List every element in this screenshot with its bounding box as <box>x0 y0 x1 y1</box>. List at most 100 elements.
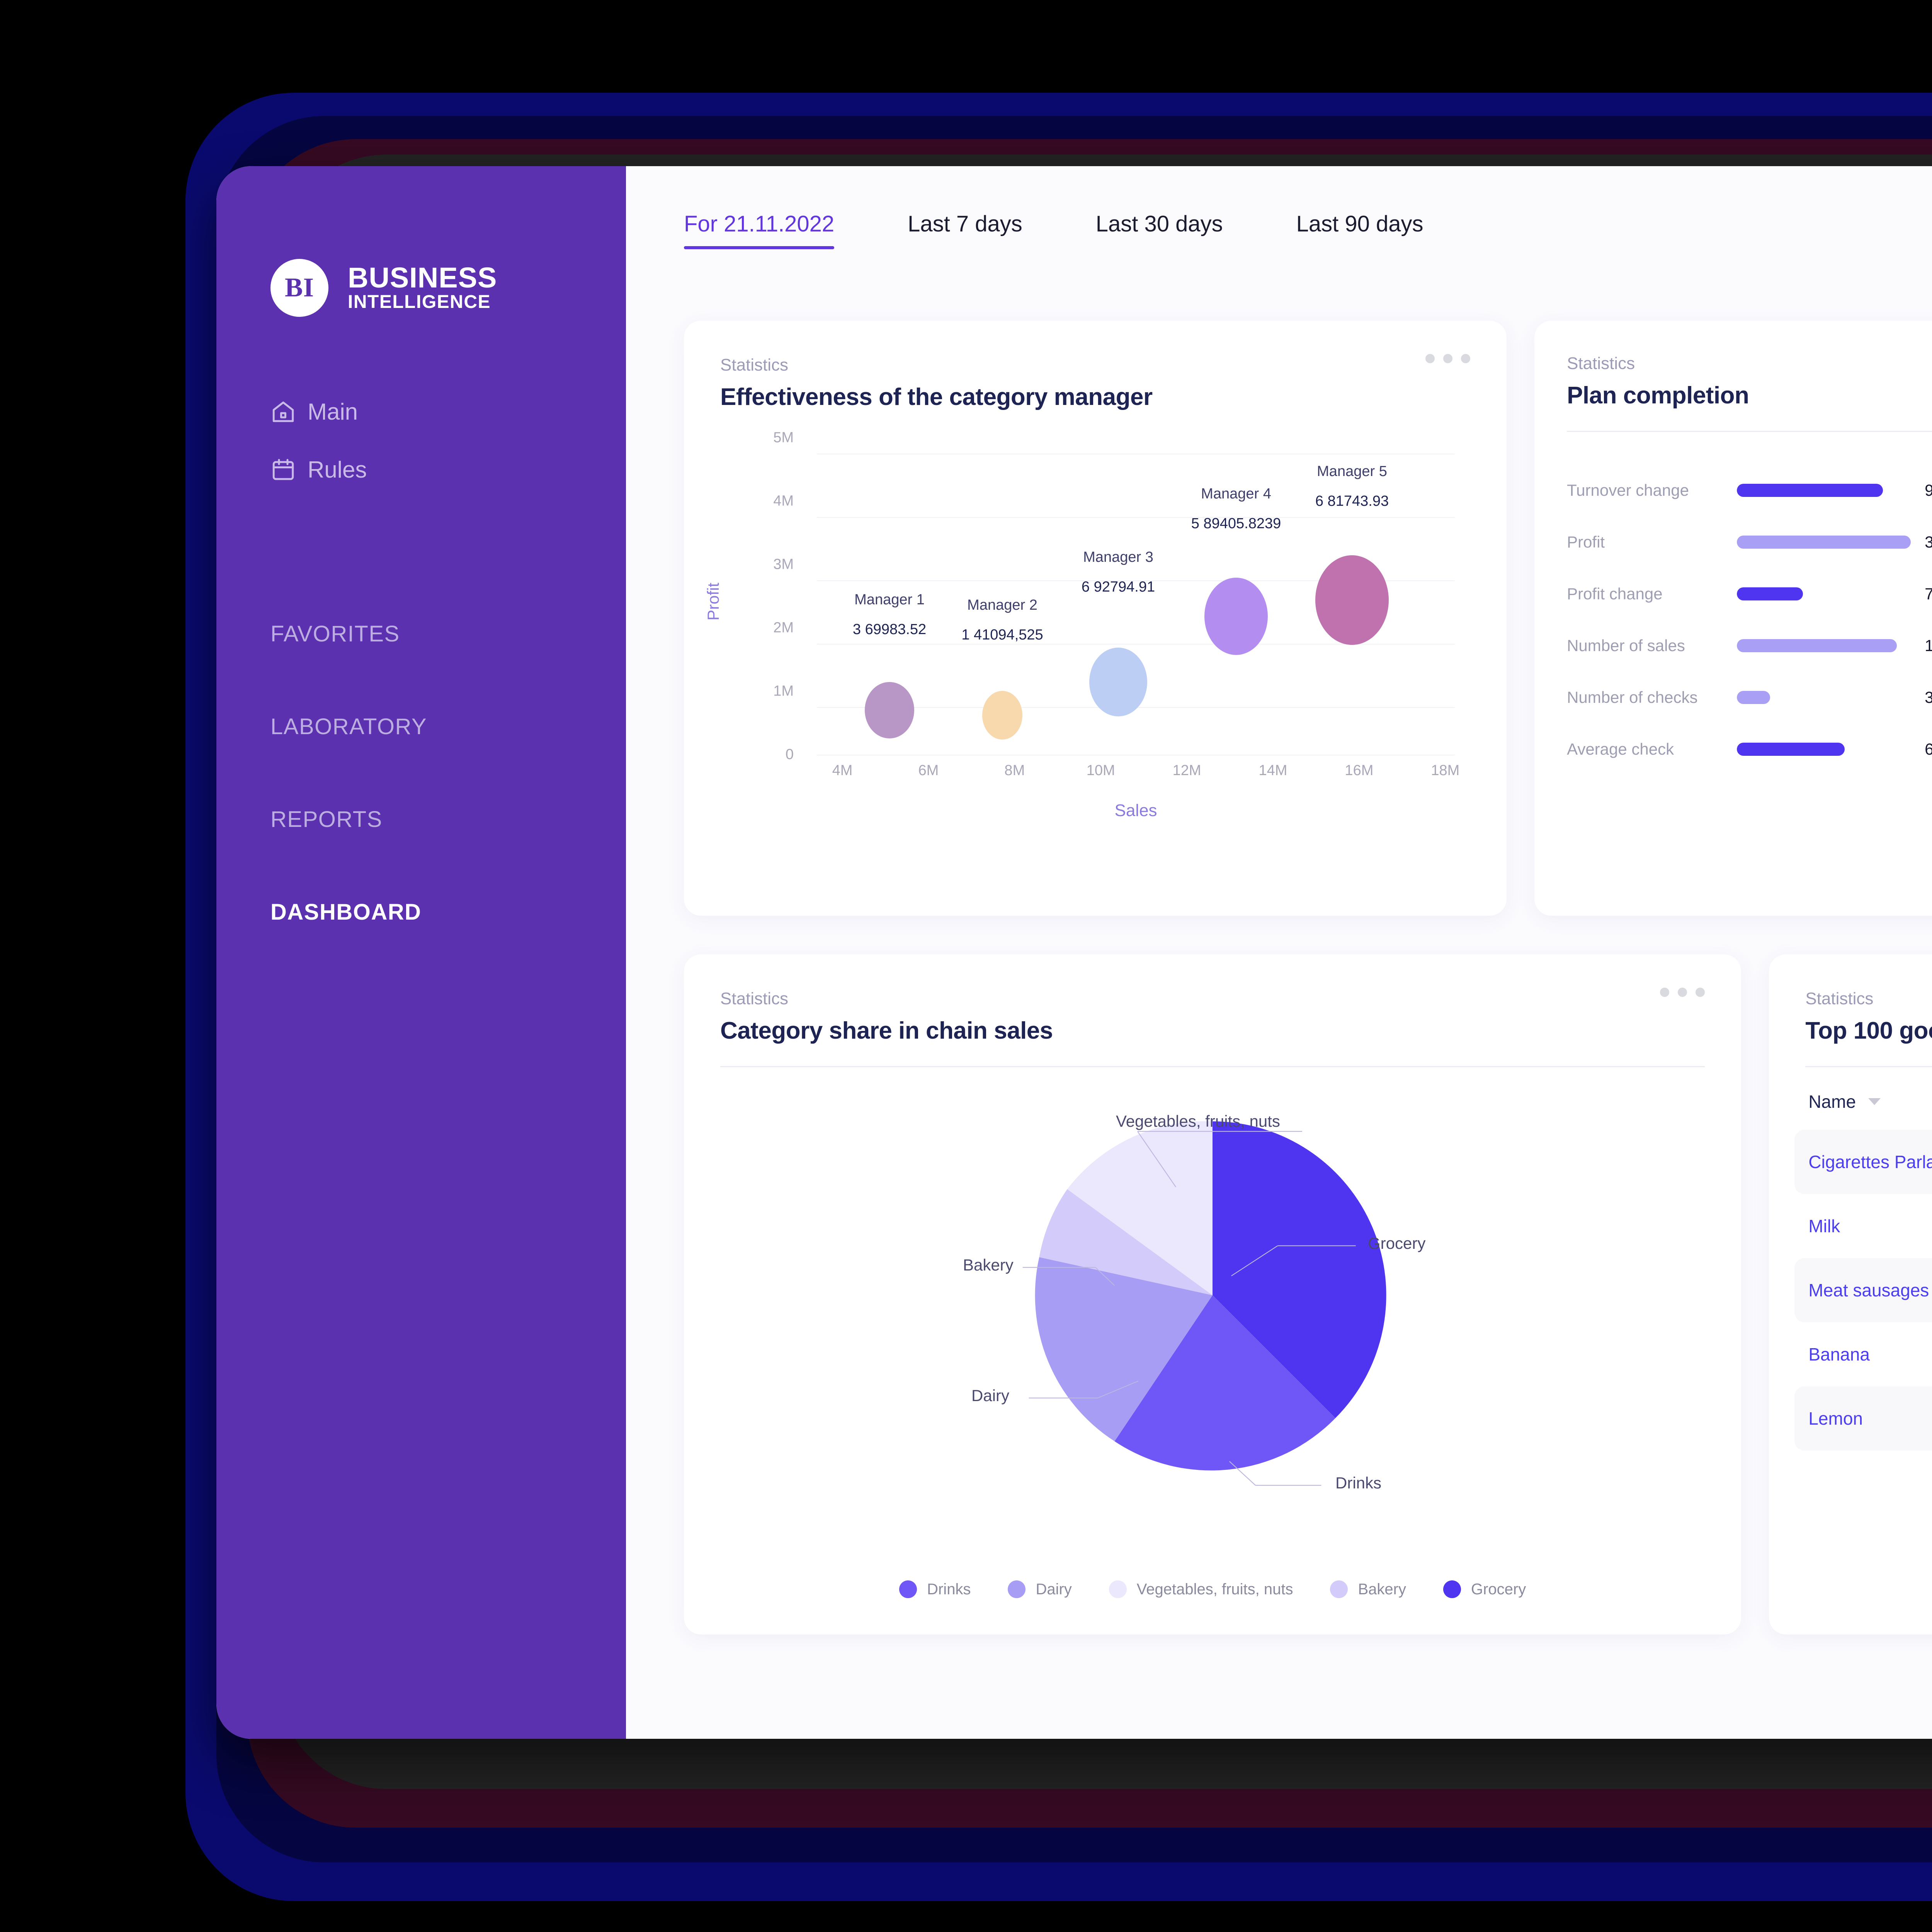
sidebar-item-main[interactable]: Main <box>216 383 626 440</box>
calendar-icon <box>270 457 308 482</box>
pie-slice-dairy[interactable] <box>1035 1257 1213 1442</box>
bar-value: 3 877,98 <box>1925 688 1932 706</box>
sort-caret-icon <box>1868 1098 1881 1105</box>
x-axis-label: Sales <box>1114 801 1157 820</box>
pie-label-dairy: Dairy <box>971 1386 1010 1405</box>
card-title: Effectiveness of the category manager <box>720 384 1153 410</box>
scatter-point-manager-3[interactable] <box>1089 648 1147 716</box>
cell-name[interactable]: Cigarettes Parlament <box>1808 1152 1932 1172</box>
legend-item-dairy[interactable]: Dairy <box>1008 1580 1072 1598</box>
date-range-tabs: For 21.11.2022 Last 7 days Last 30 days … <box>684 211 1497 249</box>
divider <box>1567 431 1932 432</box>
pie-label-vegetables: Vegetables, fruits, nuts <box>1116 1112 1280 1130</box>
plot-area: Manager 1 3 69983.52 Manager 2 1 41094,5… <box>817 438 1455 755</box>
bar-label: Profit <box>1567 533 1605 551</box>
legend-item-bakery[interactable]: Bakery <box>1330 1580 1406 1598</box>
pie-label-bakery: Bakery <box>963 1256 1014 1274</box>
sidebar-item-laboratory[interactable]: LABORATORY <box>270 714 427 739</box>
scatter-point-manager-4[interactable] <box>1204 578 1268 655</box>
bar-track <box>1737 536 1911 549</box>
scatter-point-manager-1[interactable] <box>865 682 914 738</box>
sidebar-item-favorites[interactable]: FAVORITES <box>270 621 400 646</box>
card-title: Top 100 goods in terms of turnover <box>1805 1017 1932 1044</box>
card-effectiveness: Statistics Effectiveness of the category… <box>684 321 1507 916</box>
cell-name[interactable]: Lemon <box>1808 1408 1863 1429</box>
app-window: BI BUSINESS INTELLIGENCE Main <box>216 166 1932 1739</box>
x-tick: 12M <box>1172 762 1201 779</box>
brand-title: BUSINESS <box>348 261 497 294</box>
card-eyebrow: Statistics <box>1567 354 1635 373</box>
x-tick: 18M <box>1431 762 1460 779</box>
column-header-name[interactable]: Name <box>1808 1091 1932 1112</box>
pie-label-grocery: Grocery <box>1368 1234 1426 1252</box>
tab-last-30-days[interactable]: Last 30 days <box>1095 211 1223 236</box>
bar-label: Profit change <box>1567 585 1663 603</box>
scatter-point-label: Manager 5 6 81743.93 <box>1315 463 1389 509</box>
bar-chart: Turnover change 96 273,65 Profit 323 937… <box>1567 464 1932 775</box>
card-category-share: Statistics Category share in chain sales <box>684 954 1742 1634</box>
brand-logo: BI BUSINESS INTELLIGENCE <box>216 259 626 317</box>
scatter-chart: 5M 4M 3M 2M 1M 0 Profit <box>704 430 1470 828</box>
x-tick: 6M <box>918 762 939 779</box>
legend-item-drinks[interactable]: Drinks <box>899 1580 971 1598</box>
pie-chart: Vegetables, fruits, nuts Grocery Bakery … <box>720 1094 1705 1577</box>
y-axis-label: Profit <box>704 582 722 621</box>
sidebar-item-reports[interactable]: REPORTS <box>270 806 383 832</box>
bar-row: Profit 323 937 <box>1567 516 1932 568</box>
table-header-row: Name Turnover change <box>1794 1091 1932 1130</box>
card-plan-completion-bars: Statistics Plan completion Turnover chan… <box>1534 321 1932 916</box>
x-tick: 8M <box>1004 762 1025 779</box>
y-tick: 3M <box>773 556 794 573</box>
scatter-point-label: Manager 3 6 92794.91 <box>1081 549 1155 595</box>
card-top-goods: Statistics Top 100 goods in terms of tur… <box>1769 954 1932 1634</box>
scatter-point-label: Manager 1 3 69983.52 <box>852 592 927 638</box>
tab-last-7-days[interactable]: Last 7 days <box>908 211 1022 236</box>
sidebar-item-rules[interactable]: Rules <box>216 440 626 498</box>
sidebar-item-label: Rules <box>308 456 367 483</box>
pie-slice-grocery[interactable] <box>1213 1121 1386 1418</box>
bar-value: 64 157 <box>1925 740 1932 758</box>
cell-name[interactable]: Milk <box>1808 1216 1840 1236</box>
sidebar-item-label: Main <box>308 398 358 425</box>
y-tick: 1M <box>773 683 794 699</box>
sidebar-item-dashboard[interactable]: DASHBOARD <box>270 899 422 925</box>
sidebar-sections: FAVORITES LABORATORY REPORTS DASHBOARD <box>216 587 626 958</box>
bar-value: 110 310 <box>1925 636 1932 655</box>
pie-slice-bakery[interactable] <box>1039 1189 1213 1296</box>
table-row[interactable]: Cigarettes Parlament 2 692,571 <box>1794 1130 1932 1194</box>
bar-row: Profit change 7 772,89 <box>1567 568 1932 620</box>
pie-svg <box>1035 1121 1386 1471</box>
legend-label: Dairy <box>1036 1580 1072 1598</box>
main-content: For 21.11.2022 Last 7 days Last 30 days … <box>626 166 1932 1739</box>
table-row[interactable]: Meat sausages 6 006,634 <box>1794 1258 1932 1322</box>
table-row[interactable]: Lemon 5 219,74 <box>1794 1386 1932 1451</box>
table-row[interactable]: Milk 3 642,24 <box>1794 1194 1932 1258</box>
legend-label: Vegetables, fruits, nuts <box>1136 1580 1293 1598</box>
brand-subtitle: INTELLIGENCE <box>348 292 491 313</box>
y-tick: 2M <box>773 619 794 636</box>
cell-name[interactable]: Banana <box>1808 1344 1870 1364</box>
bar-track <box>1737 639 1911 652</box>
sidebar: BI BUSINESS INTELLIGENCE Main <box>216 166 626 1739</box>
scatter-point-manager-2[interactable] <box>982 691 1022 740</box>
pie-slice-drinks[interactable] <box>1114 1295 1336 1471</box>
dashboard-grid: Statistics Effectiveness of the category… <box>626 294 1932 1739</box>
card-menu-icon[interactable] <box>1425 354 1471 363</box>
bar-label: Number of sales <box>1567 636 1685 655</box>
pie-slice-vegetables[interactable] <box>1067 1121 1213 1295</box>
legend-item-vegetables[interactable]: Vegetables, fruits, nuts <box>1109 1580 1293 1598</box>
card-eyebrow: Statistics <box>720 355 789 374</box>
table-row[interactable]: Banana 59 064,945 <box>1794 1322 1932 1386</box>
tab-last-90-days[interactable]: Last 90 days <box>1296 211 1423 236</box>
scatter-point-manager-5[interactable] <box>1315 555 1389 645</box>
legend-item-grocery[interactable]: Grocery <box>1443 1580 1526 1598</box>
sidebar-nav: Main Rules <box>216 383 626 498</box>
card-menu-icon[interactable] <box>1660 988 1705 997</box>
cell-name[interactable]: Meat sausages <box>1808 1280 1929 1300</box>
topbar: For 21.11.2022 Last 7 days Last 30 days … <box>626 166 1932 294</box>
tab-for-date[interactable]: For 21.11.2022 <box>684 211 835 249</box>
bar-value: 323 937 <box>1925 533 1932 551</box>
x-axis: 4M 6M 8M 10M 12M 14M 16M 18M <box>817 762 1460 789</box>
bar-row: Number of sales 110 310 <box>1567 620 1932 672</box>
home-icon <box>270 399 308 424</box>
